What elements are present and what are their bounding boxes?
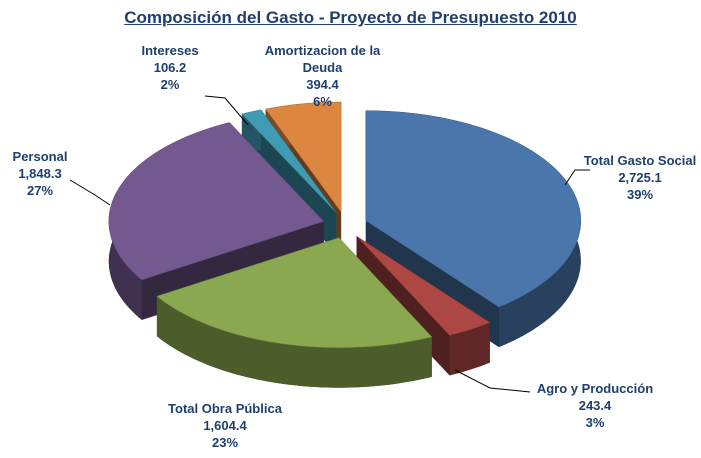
label-value: 1,604.4	[203, 418, 247, 433]
slice-top	[108, 122, 325, 281]
slice-side	[449, 322, 490, 376]
slice	[156, 237, 433, 388]
label-percent: 23%	[211, 435, 239, 450]
slice-top	[365, 110, 582, 308]
data-label: Total Gasto Social 2,725.1 39%	[575, 152, 701, 203]
label-percent: 6%	[313, 94, 332, 109]
slice-top	[265, 101, 342, 213]
label-value: 243.4	[578, 398, 612, 413]
label-name: Total Gasto Social	[583, 153, 697, 168]
leader-line	[204, 95, 249, 126]
label-name: Total Obra Pública	[168, 401, 282, 416]
slice-top	[156, 237, 433, 348]
label-percent: 39%	[626, 187, 654, 202]
label-name: Intereses	[141, 43, 199, 58]
slice-side	[156, 296, 432, 388]
label-name: Agro y Producción	[536, 381, 654, 396]
leader-line	[454, 369, 531, 393]
label-percent: 2%	[160, 77, 180, 92]
data-label: Agro y Producción 243.4 3%	[520, 380, 670, 431]
label-value: 2,725.1	[618, 170, 662, 185]
label-value: 106.2	[153, 60, 187, 75]
slice	[365, 110, 582, 347]
label-percent: 3%	[585, 415, 605, 430]
label-name: Amortizacion de la Deuda	[264, 43, 381, 75]
slice-top	[241, 109, 337, 214]
label-percent: 27%	[26, 183, 54, 198]
data-label: Personal 1,848.3 27%	[0, 148, 80, 199]
chart-title: Composición del Gasto - Proyecto de Pres…	[124, 8, 577, 27]
data-label: Intereses 106.2 2%	[140, 42, 200, 93]
leader-line	[69, 179, 111, 206]
leader-line	[564, 169, 590, 186]
data-label: Amortizacion de la Deuda 394.4 6%	[255, 42, 390, 110]
label-name: Personal	[12, 149, 68, 164]
slice	[108, 122, 325, 320]
slice-top	[356, 235, 491, 336]
label-value: 1,848.3	[18, 166, 62, 181]
label-value: 394.4	[306, 77, 339, 92]
data-label: Total Obra Pública 1,604.4 23%	[150, 400, 300, 451]
